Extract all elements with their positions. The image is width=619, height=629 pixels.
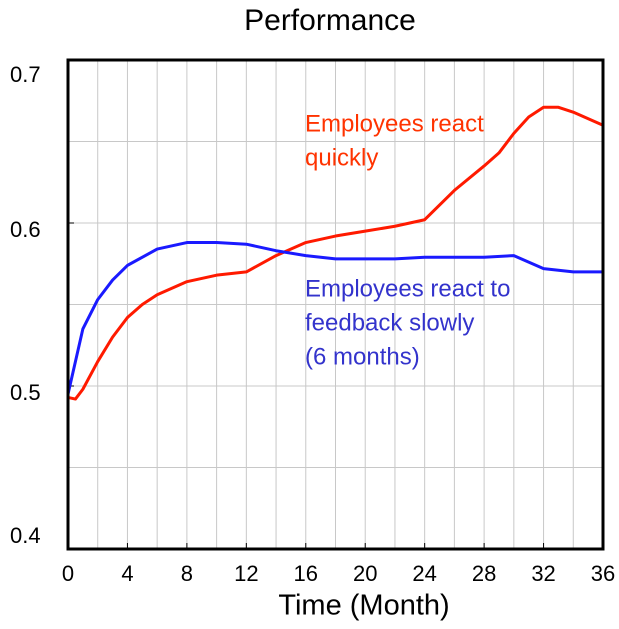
annotation: (6 months) <box>305 343 420 370</box>
line-series <box>66 241 603 395</box>
x-tick-label: 8 <box>181 561 193 586</box>
line-series <box>67 105 604 401</box>
x-tick-label: 32 <box>531 561 555 586</box>
annotation: Employees react <box>305 110 484 137</box>
plot-frame <box>66 58 605 551</box>
y-tick-label: 0.4 <box>10 523 41 548</box>
x-tick-label: 16 <box>294 561 318 586</box>
x-tick-label: 4 <box>121 561 133 586</box>
y-tick-label: 0.5 <box>10 380 41 405</box>
x-tick-label: 24 <box>412 561 436 586</box>
annotation: quickly <box>305 144 378 171</box>
x-tick-label: 20 <box>353 561 377 586</box>
y-tick-label: 0.6 <box>10 217 41 242</box>
annotation: feedback slowly <box>305 309 474 336</box>
x-tick-label: 0 <box>62 561 74 586</box>
annotation: Employees react to <box>305 275 510 302</box>
y-tick-label: 0.7 <box>10 62 41 87</box>
x-axis-label: Time (Month) <box>278 590 449 622</box>
x-tick-label: 36 <box>591 561 615 586</box>
chart-title: Performance <box>244 4 416 37</box>
x-tick-label: 28 <box>472 561 496 586</box>
x-tick-label: 12 <box>234 561 258 586</box>
